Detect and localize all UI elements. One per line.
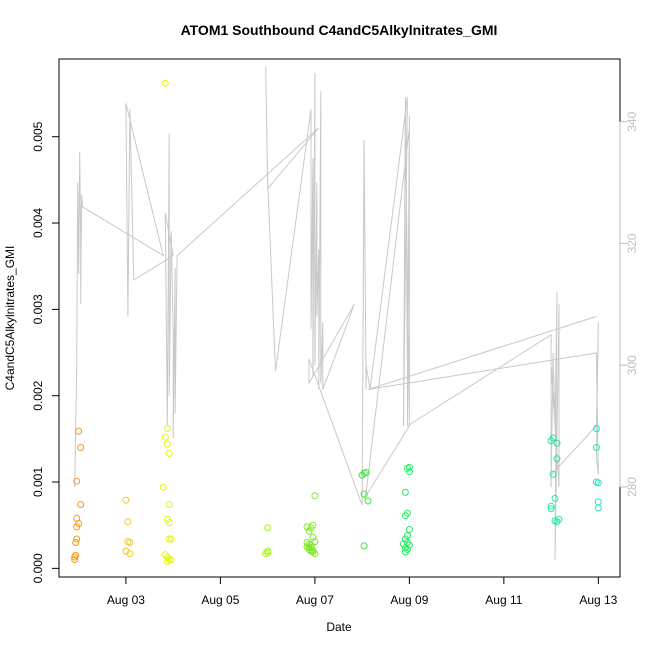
y-tick-label: 0.002 <box>31 380 45 410</box>
data-point <box>401 512 409 520</box>
data-point <box>553 518 561 526</box>
x-tick-label: Aug 09 <box>390 593 428 607</box>
data-point <box>124 518 132 526</box>
data-point <box>547 502 555 510</box>
data-point <box>165 450 173 457</box>
right-axis-series <box>74 66 599 561</box>
data-point <box>165 556 173 564</box>
y2-tick-label: 320 <box>625 233 639 253</box>
data-point <box>163 425 171 432</box>
data-point <box>73 535 81 543</box>
data-point <box>364 497 372 505</box>
data-point <box>71 556 79 564</box>
plot-frame <box>58 58 621 578</box>
data-point <box>159 483 167 491</box>
data-point <box>405 463 413 471</box>
data-point <box>305 527 313 535</box>
data-point <box>311 550 319 558</box>
y2-tick-label: 280 <box>625 477 639 497</box>
data-point <box>75 427 83 435</box>
data-point <box>594 504 602 512</box>
point-group <box>358 469 372 550</box>
y-axis: 0.000 0.001 0.002 0.003 0.004 0.005 <box>31 121 60 583</box>
data-point <box>163 515 171 523</box>
data-point <box>547 505 555 513</box>
y-tick-label: 0.004 <box>31 208 45 238</box>
y-axis-label: C4andC5Alkylnitrates_GMI <box>3 246 17 391</box>
chart-title: ATOM1 Southbound C4andC5Alkylnitrates_GM… <box>181 22 498 38</box>
point-group <box>547 434 563 526</box>
x-tick-label: Aug 13 <box>579 593 617 607</box>
data-point <box>163 558 171 565</box>
right-axis-line <box>74 66 599 561</box>
data-point <box>360 469 368 477</box>
data-point <box>401 548 409 556</box>
data-point <box>592 444 600 451</box>
data-point <box>165 535 173 543</box>
data-point <box>167 535 175 543</box>
data-point <box>75 520 83 527</box>
data-point <box>311 492 319 500</box>
data-point <box>594 479 602 487</box>
point-group <box>122 496 134 558</box>
data-point <box>165 519 173 527</box>
data-point <box>551 494 559 502</box>
data-point <box>401 488 409 496</box>
point-group <box>400 463 413 556</box>
data-point <box>72 539 80 546</box>
data-point <box>161 79 169 87</box>
point-group <box>71 427 85 564</box>
x-tick-label: Aug 05 <box>201 593 239 607</box>
data-point <box>309 546 317 554</box>
y2-tick-label: 300 <box>625 355 639 375</box>
data-point <box>592 425 600 432</box>
data-point <box>403 532 411 540</box>
y2-tick-label: 340 <box>625 111 639 131</box>
x-tick-label: Aug 11 <box>485 593 522 607</box>
data-point <box>77 444 85 451</box>
y2-axis: 280 300 320 340 <box>619 111 639 497</box>
x-axis-label: Date <box>326 620 352 634</box>
y-tick-label: 0.003 <box>31 294 45 324</box>
data-point <box>360 542 368 550</box>
data-point <box>311 538 319 546</box>
point-group <box>592 425 602 512</box>
y-tick-label: 0.005 <box>31 121 45 151</box>
data-point <box>73 477 81 485</box>
data-point <box>77 501 85 508</box>
data-point <box>549 434 557 442</box>
data-point <box>161 433 169 441</box>
y-tick-label: 0.001 <box>31 467 45 497</box>
data-point <box>553 455 561 463</box>
data-point <box>72 551 80 559</box>
data-point <box>167 556 175 564</box>
data-point <box>126 539 134 546</box>
data-point <box>549 470 557 478</box>
y-tick-label: 0.000 <box>31 553 45 583</box>
data-point <box>405 526 413 533</box>
data-point <box>262 550 270 558</box>
point-group <box>303 492 319 558</box>
data-point <box>163 440 171 448</box>
data-point <box>73 523 81 531</box>
point-group <box>159 79 175 565</box>
data-point <box>71 553 79 561</box>
data-point <box>126 550 134 558</box>
data-point <box>309 533 317 541</box>
data-point <box>360 490 368 498</box>
point-group <box>262 524 272 558</box>
data-point <box>165 501 173 508</box>
data-point <box>122 496 130 504</box>
data-point <box>403 539 411 546</box>
x-axis: Aug 03 Aug 05 Aug 07 Aug 09 Aug 11 Aug 13 <box>107 576 618 607</box>
scatter-points <box>71 79 602 565</box>
data-point <box>264 524 272 532</box>
data-point <box>553 439 561 447</box>
x-tick-label: Aug 03 <box>107 593 145 607</box>
x-tick-label: Aug 07 <box>296 593 334 607</box>
data-point <box>405 468 413 476</box>
data-point <box>309 521 317 529</box>
data-point <box>594 498 602 506</box>
